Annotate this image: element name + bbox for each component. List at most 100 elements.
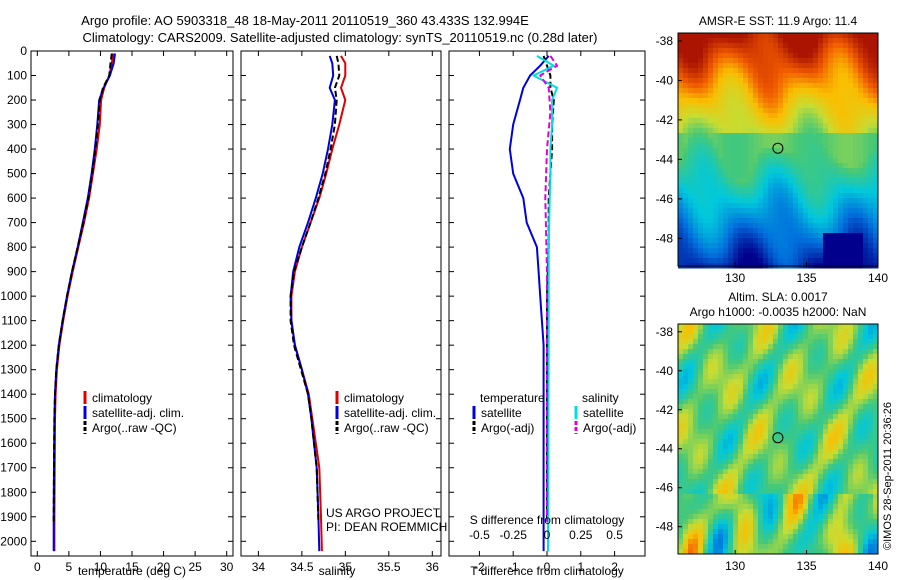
map-cell	[813, 138, 819, 144]
map-cell	[763, 253, 769, 259]
map-cell	[758, 329, 764, 335]
map-cell	[723, 464, 729, 470]
map-cell	[838, 238, 844, 244]
map-cell	[858, 484, 864, 490]
map-cell	[818, 48, 824, 54]
map-cell	[863, 198, 869, 204]
map-cell	[713, 459, 719, 465]
map-cell	[728, 173, 734, 179]
map-cell	[763, 163, 769, 169]
map-cell	[738, 484, 744, 490]
map-cell	[733, 228, 739, 234]
map-cell	[708, 524, 714, 530]
map-cell	[693, 118, 699, 124]
map-cell	[853, 193, 859, 199]
map-cell	[758, 364, 764, 370]
map-cell	[798, 48, 804, 54]
map-cell	[793, 133, 799, 139]
map-cell	[858, 128, 864, 134]
map-cell	[693, 158, 699, 164]
map-cell	[793, 409, 799, 415]
map-cell	[828, 419, 834, 425]
map-cell	[718, 359, 724, 365]
map-cell	[868, 163, 874, 169]
map-cell	[868, 324, 874, 330]
map-cell	[693, 93, 699, 99]
map-cell	[808, 454, 814, 460]
map-cell	[728, 243, 734, 249]
map-cell	[863, 98, 869, 104]
map-cell	[773, 68, 779, 74]
map-cell	[753, 344, 759, 350]
map-cell	[818, 98, 824, 104]
map-cell	[788, 354, 794, 360]
map-cell	[798, 83, 804, 89]
map-cell	[753, 519, 759, 525]
y-tick-label: 700	[7, 216, 27, 230]
map-cell	[768, 68, 774, 74]
map-cell	[793, 534, 799, 540]
map-cell	[718, 534, 724, 540]
map-cell	[828, 364, 834, 370]
map-cell	[713, 128, 719, 134]
map-cell	[823, 193, 829, 199]
map-cell	[723, 123, 729, 129]
map-cell	[793, 399, 799, 405]
map-cell	[788, 489, 794, 495]
map-cell	[808, 38, 814, 44]
map-cell	[863, 223, 869, 229]
map-cell	[753, 539, 759, 545]
map-cell	[863, 218, 869, 224]
map-cell	[693, 173, 699, 179]
map-cell	[823, 63, 829, 69]
map-cell	[688, 98, 694, 104]
map-cell	[758, 173, 764, 179]
map-cell	[853, 153, 859, 159]
map-cell	[713, 53, 719, 59]
map-cell	[818, 479, 824, 485]
map-cell	[768, 524, 774, 530]
map-cell	[868, 58, 874, 64]
map-cell	[768, 544, 774, 550]
map-cell	[768, 424, 774, 430]
map-cell	[748, 138, 754, 144]
map-cell	[768, 434, 774, 440]
map-cell	[678, 33, 684, 39]
map-cell	[773, 48, 779, 54]
map-cell	[708, 183, 714, 189]
map-cell	[683, 108, 689, 114]
map-cell	[813, 354, 819, 360]
map-cell	[753, 173, 759, 179]
map-cell	[713, 439, 719, 445]
map-cell	[693, 364, 699, 370]
map-cell	[813, 549, 819, 555]
map-cell	[838, 464, 844, 470]
map-cell	[808, 193, 814, 199]
map-cell	[678, 429, 684, 435]
map-cell	[868, 88, 874, 94]
map-cell	[868, 193, 874, 199]
map-cell	[818, 389, 824, 395]
map-cell	[798, 329, 804, 335]
map-cell	[683, 474, 689, 480]
map-cell	[768, 329, 774, 335]
map-cell	[783, 349, 789, 355]
map-cell	[708, 238, 714, 244]
map-cell	[703, 424, 709, 430]
map-cell	[813, 444, 819, 450]
map-cell	[848, 509, 854, 515]
map-cell	[778, 123, 784, 129]
map-cell	[703, 544, 709, 550]
map-cell	[833, 389, 839, 395]
map-cell	[748, 459, 754, 465]
map-cell	[848, 258, 854, 264]
map-cell	[873, 494, 879, 500]
map-cell	[718, 344, 724, 350]
map-cell	[813, 414, 819, 420]
map-cell	[783, 248, 789, 254]
map-cell	[833, 414, 839, 420]
map-cell	[808, 93, 814, 99]
map-cell	[713, 414, 719, 420]
map-cell	[728, 208, 734, 214]
map-cell	[698, 359, 704, 365]
